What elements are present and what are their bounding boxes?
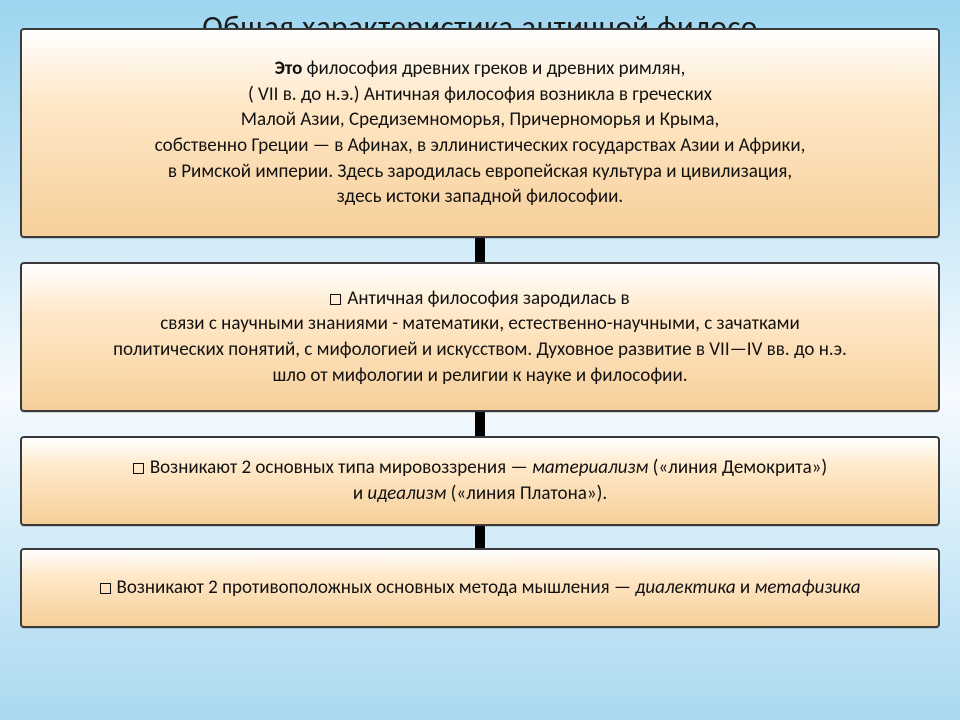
box-intro: Это философия древних греков и древних р… xyxy=(20,28,940,238)
lead-bold: Это xyxy=(275,57,303,80)
text-segment: философия древних греков и древних римля… xyxy=(155,57,806,208)
box-text: Это философия древних греков и древних р… xyxy=(155,56,806,210)
box-text: Античная философия зародилась всвязи с н… xyxy=(113,286,847,389)
box-methods: Возникают 2 противоположных основных мет… xyxy=(20,548,940,628)
text-segment: материализм xyxy=(532,456,648,479)
square-bullet-icon xyxy=(330,294,341,305)
text-segment: Возникают 2 основных типа мировоззрения … xyxy=(150,456,532,479)
box-worldviews: Возникают 2 основных типа мировоззрения … xyxy=(20,436,940,526)
box-text: Возникают 2 основных типа мировоззрения … xyxy=(133,455,827,506)
text-segment: метафизика xyxy=(755,576,861,599)
text-segment: диалектика xyxy=(635,576,735,599)
box-origins: Античная философия зародилась всвязи с н… xyxy=(20,262,940,412)
box-text: Возникают 2 противоположных основных мет… xyxy=(100,575,861,601)
connector-1 xyxy=(475,237,485,263)
text-segment: («линия Платона»). xyxy=(446,482,607,505)
text-segment: и xyxy=(736,576,755,599)
connector-3 xyxy=(475,525,485,549)
text-segment: идеализм xyxy=(367,482,446,505)
square-bullet-icon xyxy=(100,583,111,594)
text-segment: Античная философия зародилась всвязи с н… xyxy=(113,287,847,387)
text-segment: Возникают 2 противоположных основных мет… xyxy=(117,576,636,599)
connector-2 xyxy=(475,411,485,437)
square-bullet-icon xyxy=(133,463,144,474)
flow-stack: Это философия древних греков и древних р… xyxy=(0,28,960,628)
slide: Общая характеристика античной филосо Это… xyxy=(0,0,960,720)
